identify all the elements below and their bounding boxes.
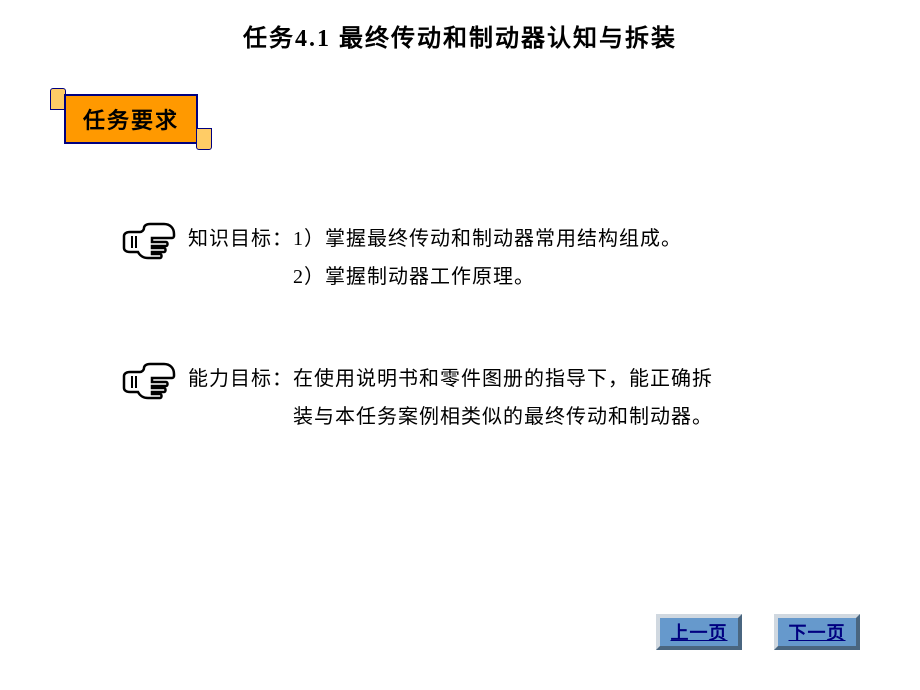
banner-label: 任务要求 xyxy=(83,103,179,135)
knowledge-goal-section: 知识目标： 1）掌握最终传动和制动器常用结构组成。 2）掌握制动器工作原理。 xyxy=(120,220,682,296)
ability-goal-section: 能力目标： 在使用说明书和零件图册的指导下，能正确拆 装与本任务案例相类似的最终… xyxy=(120,360,713,436)
task-requirement-banner: 任务要求 xyxy=(50,88,210,150)
navigation-buttons: 上一页 下一页 xyxy=(656,614,860,650)
ability-goal-content: 在使用说明书和零件图册的指导下，能正确拆 装与本任务案例相类似的最终传动和制动器… xyxy=(293,360,713,436)
knowledge-item-2: 2）掌握制动器工作原理。 xyxy=(293,258,682,296)
knowledge-item-1: 1）掌握最终传动和制动器常用结构组成。 xyxy=(293,220,682,258)
ability-line-2: 装与本任务案例相类似的最终传动和制动器。 xyxy=(293,398,713,436)
scroll-decoration-right xyxy=(196,128,212,150)
next-page-button[interactable]: 下一页 xyxy=(774,614,860,650)
banner-body: 任务要求 xyxy=(64,94,198,144)
ability-line-1: 在使用说明书和零件图册的指导下，能正确拆 xyxy=(293,360,713,398)
prev-page-button[interactable]: 上一页 xyxy=(656,614,742,650)
pointing-hand-icon xyxy=(120,362,180,404)
page-title: 任务4.1 最终传动和制动器认知与拆装 xyxy=(0,0,920,53)
knowledge-goal-label: 知识目标： xyxy=(188,220,293,258)
knowledge-goal-content: 1）掌握最终传动和制动器常用结构组成。 2）掌握制动器工作原理。 xyxy=(293,220,682,296)
ability-goal-label: 能力目标： xyxy=(188,360,293,398)
pointing-hand-icon xyxy=(120,222,180,264)
